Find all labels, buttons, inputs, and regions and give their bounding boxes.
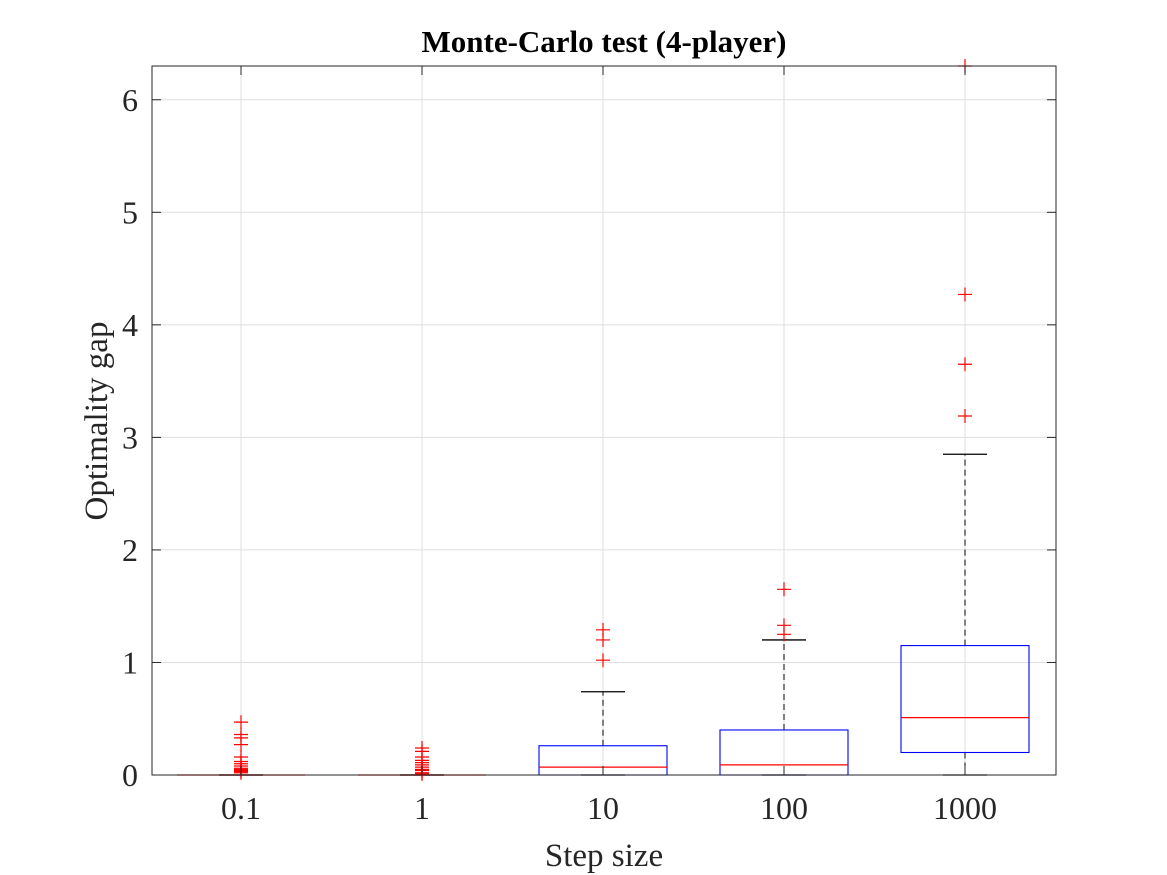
- y-tick-label: 5: [122, 194, 138, 230]
- outlier-marker: [958, 357, 972, 372]
- x-tick-label: 10: [587, 790, 619, 826]
- plot-frame: [151, 65, 1057, 776]
- outlier-marker: [777, 582, 791, 597]
- y-tick-label: 3: [122, 419, 138, 455]
- iqr-box: [900, 645, 1030, 754]
- y-axis-label: Optimality gap: [79, 322, 115, 521]
- outlier-marker: [234, 749, 248, 764]
- outlier-marker: [234, 727, 248, 742]
- y-tick-label: 1: [122, 644, 138, 680]
- outlier-marker: [596, 622, 610, 637]
- chart-title: Monte-Carlo test (4-player): [422, 24, 787, 59]
- y-tick-label: 0: [122, 757, 138, 793]
- x-tick-label: 1: [414, 790, 430, 826]
- x-tick-label: 100: [760, 790, 808, 826]
- outlier-marker: [777, 618, 791, 633]
- y-tick-labels: 0 1 2 3 4 5 6: [122, 82, 138, 793]
- x-axis-label: Step size: [545, 838, 663, 874]
- y-tick-label: 6: [122, 82, 138, 118]
- outlier-marker: [596, 653, 610, 668]
- x-tick-label: 0.1: [221, 790, 261, 826]
- x-tick-label: 1000: [933, 790, 997, 826]
- outlier-marker: [958, 287, 972, 302]
- y-tick-label: 4: [122, 307, 138, 343]
- outlier-marker: [415, 740, 429, 755]
- outlier-marker: [958, 408, 972, 423]
- y-tick-label: 2: [122, 532, 138, 568]
- x-tick-labels: 0.1 1 10 100 1000: [221, 790, 997, 826]
- outlier-marker: [234, 715, 248, 730]
- axis-ticks: [152, 66, 1056, 776]
